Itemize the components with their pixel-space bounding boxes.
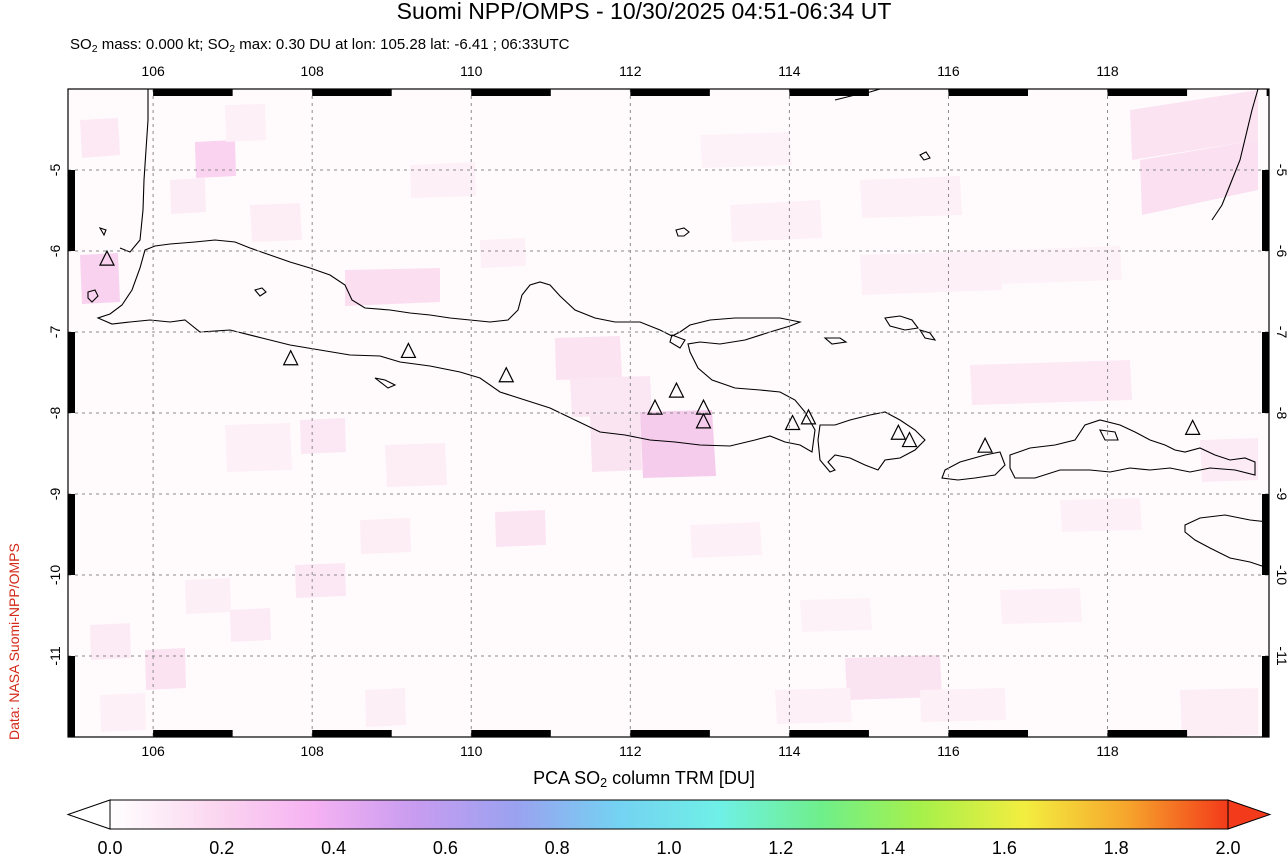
lat-tick-label-left: -10 <box>47 565 63 585</box>
lon-tick-label-bottom: 114 <box>778 743 801 759</box>
lat-tick-label-right: -10 <box>1274 565 1288 585</box>
lon-tick-label-top: 106 <box>141 63 165 79</box>
colorbar-label: PCA SO2 column TRM [DU] <box>533 768 755 790</box>
colorbar-tick-label: 1.2 <box>768 838 793 855</box>
volcano-layer <box>99 249 1201 453</box>
colorbar-gradient <box>109 799 1229 830</box>
lat-tick-label-left: -7 <box>47 326 63 339</box>
colorbar-max-arrow <box>1227 799 1272 830</box>
map-title: Suomi NPP/OMPS - 10/30/2025 04:51-06:34 … <box>396 0 892 24</box>
frame-band <box>312 730 392 737</box>
volcano-triangle-icon <box>784 414 801 431</box>
lon-tick-label-top: 114 <box>778 63 801 79</box>
frame-band <box>68 494 75 575</box>
colorbar-tick-label: 1.0 <box>656 838 681 855</box>
colorbar-min-arrow <box>66 799 111 830</box>
frame-band <box>630 89 710 96</box>
frame-band <box>312 89 392 96</box>
frame-band <box>68 170 75 251</box>
lon-tick-label-bottom: 116 <box>937 743 960 759</box>
volcano-triangle-icon <box>282 349 299 366</box>
volcano-triangle-icon <box>890 423 907 440</box>
lat-tick-label-right: -9 <box>1274 488 1288 501</box>
lon-tick-label-top: 110 <box>460 63 483 79</box>
lat-tick-label-left: -6 <box>47 245 63 258</box>
lon-tick-label-bottom: 118 <box>1096 743 1119 759</box>
colorbar-tick-label: 1.8 <box>1104 838 1129 855</box>
map-frame <box>67 88 1270 738</box>
colorbar-tick-label: 0.6 <box>433 838 458 855</box>
lat-tick-label-left: -5 <box>47 164 63 177</box>
lat-tick-label-right: -8 <box>1274 407 1288 420</box>
lon-tick-label-bottom: 110 <box>460 743 483 759</box>
lat-tick-label-left: -8 <box>47 407 63 420</box>
volcano-triangle-icon <box>668 381 685 398</box>
volcano-triangle-icon <box>99 249 115 266</box>
volcano-triangle-icon <box>800 408 817 425</box>
map-subtitle: SO2 mass: 0.000 kt; SO2 max: 0.30 DU at … <box>70 36 570 55</box>
colorbar-tick-label: 0.8 <box>545 838 570 855</box>
frame-band <box>789 89 869 96</box>
frame-band <box>68 656 75 737</box>
lon-tick-label-top: 116 <box>937 63 960 79</box>
colorbar-tick-label: 0.2 <box>209 838 234 855</box>
graticule <box>68 89 1269 737</box>
frame-band <box>1262 332 1269 413</box>
volcano-triangle-icon <box>647 398 663 415</box>
volcano-triangle-icon <box>695 412 712 429</box>
frame-band <box>1107 89 1188 96</box>
volcano-triangle-icon <box>901 431 918 448</box>
frame-band <box>153 730 233 737</box>
frame-band <box>471 89 551 96</box>
frame-band <box>1262 170 1269 251</box>
frame-band <box>948 730 1029 737</box>
lat-tick-label-right: -7 <box>1274 326 1288 339</box>
lat-tick-label-right: -11 <box>1274 646 1288 665</box>
lon-tick-label-top: 108 <box>300 63 324 79</box>
lat-tick-label-right: -6 <box>1274 245 1288 258</box>
colorbar: 0.0 0.2 0.4 0.6 0.8 1.0 1.2 1.4 1.6 1.8 2.0 <box>66 799 1272 855</box>
frame-band <box>789 730 869 737</box>
volcano-triangle-icon <box>977 436 994 453</box>
frame-band <box>68 332 75 413</box>
frame-band <box>948 89 1029 96</box>
lat-tick-label-left: -11 <box>47 646 63 665</box>
lon-tick-label-bottom: 108 <box>300 743 324 759</box>
axis-tick-labels: 106 106 108 108 110 110 112 112 114 114 116 116 118 1… <box>47 63 1288 759</box>
colorbar-tick-label: 0.0 <box>97 838 122 855</box>
lon-tick-label-bottom: 106 <box>141 743 165 759</box>
lon-tick-label-bottom: 112 <box>619 743 642 759</box>
coastline-layer <box>87 89 1269 569</box>
so2-pixel-layer <box>68 89 1269 737</box>
frame-band <box>153 89 233 96</box>
colorbar-tick-label: 1.6 <box>992 838 1017 855</box>
volcano-triangle-icon <box>498 366 515 383</box>
frame-band <box>471 730 551 737</box>
colorbar-tick-label: 0.4 <box>321 838 346 855</box>
lat-tick-label-left: -9 <box>47 488 63 501</box>
colorbar-tick-label: 1.4 <box>880 838 905 855</box>
lon-tick-label-top: 118 <box>1096 63 1119 79</box>
colorbar-tick-label: 2.0 <box>1215 838 1240 855</box>
frame-band <box>1262 494 1269 575</box>
frame-band <box>1266 89 1269 96</box>
volcano-triangle-icon <box>400 342 417 359</box>
lat-tick-label-right: -5 <box>1274 164 1288 177</box>
frame-band <box>630 730 710 737</box>
lon-tick-label-top: 112 <box>619 63 642 79</box>
volcano-triangle-icon <box>1184 419 1201 435</box>
frame-band <box>1262 656 1269 737</box>
frame-band <box>1107 730 1188 737</box>
